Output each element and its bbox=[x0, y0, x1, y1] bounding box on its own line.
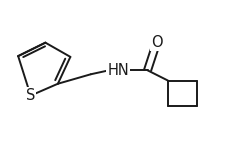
Text: HN: HN bbox=[107, 63, 129, 78]
Text: S: S bbox=[26, 88, 35, 103]
Text: O: O bbox=[151, 35, 163, 50]
